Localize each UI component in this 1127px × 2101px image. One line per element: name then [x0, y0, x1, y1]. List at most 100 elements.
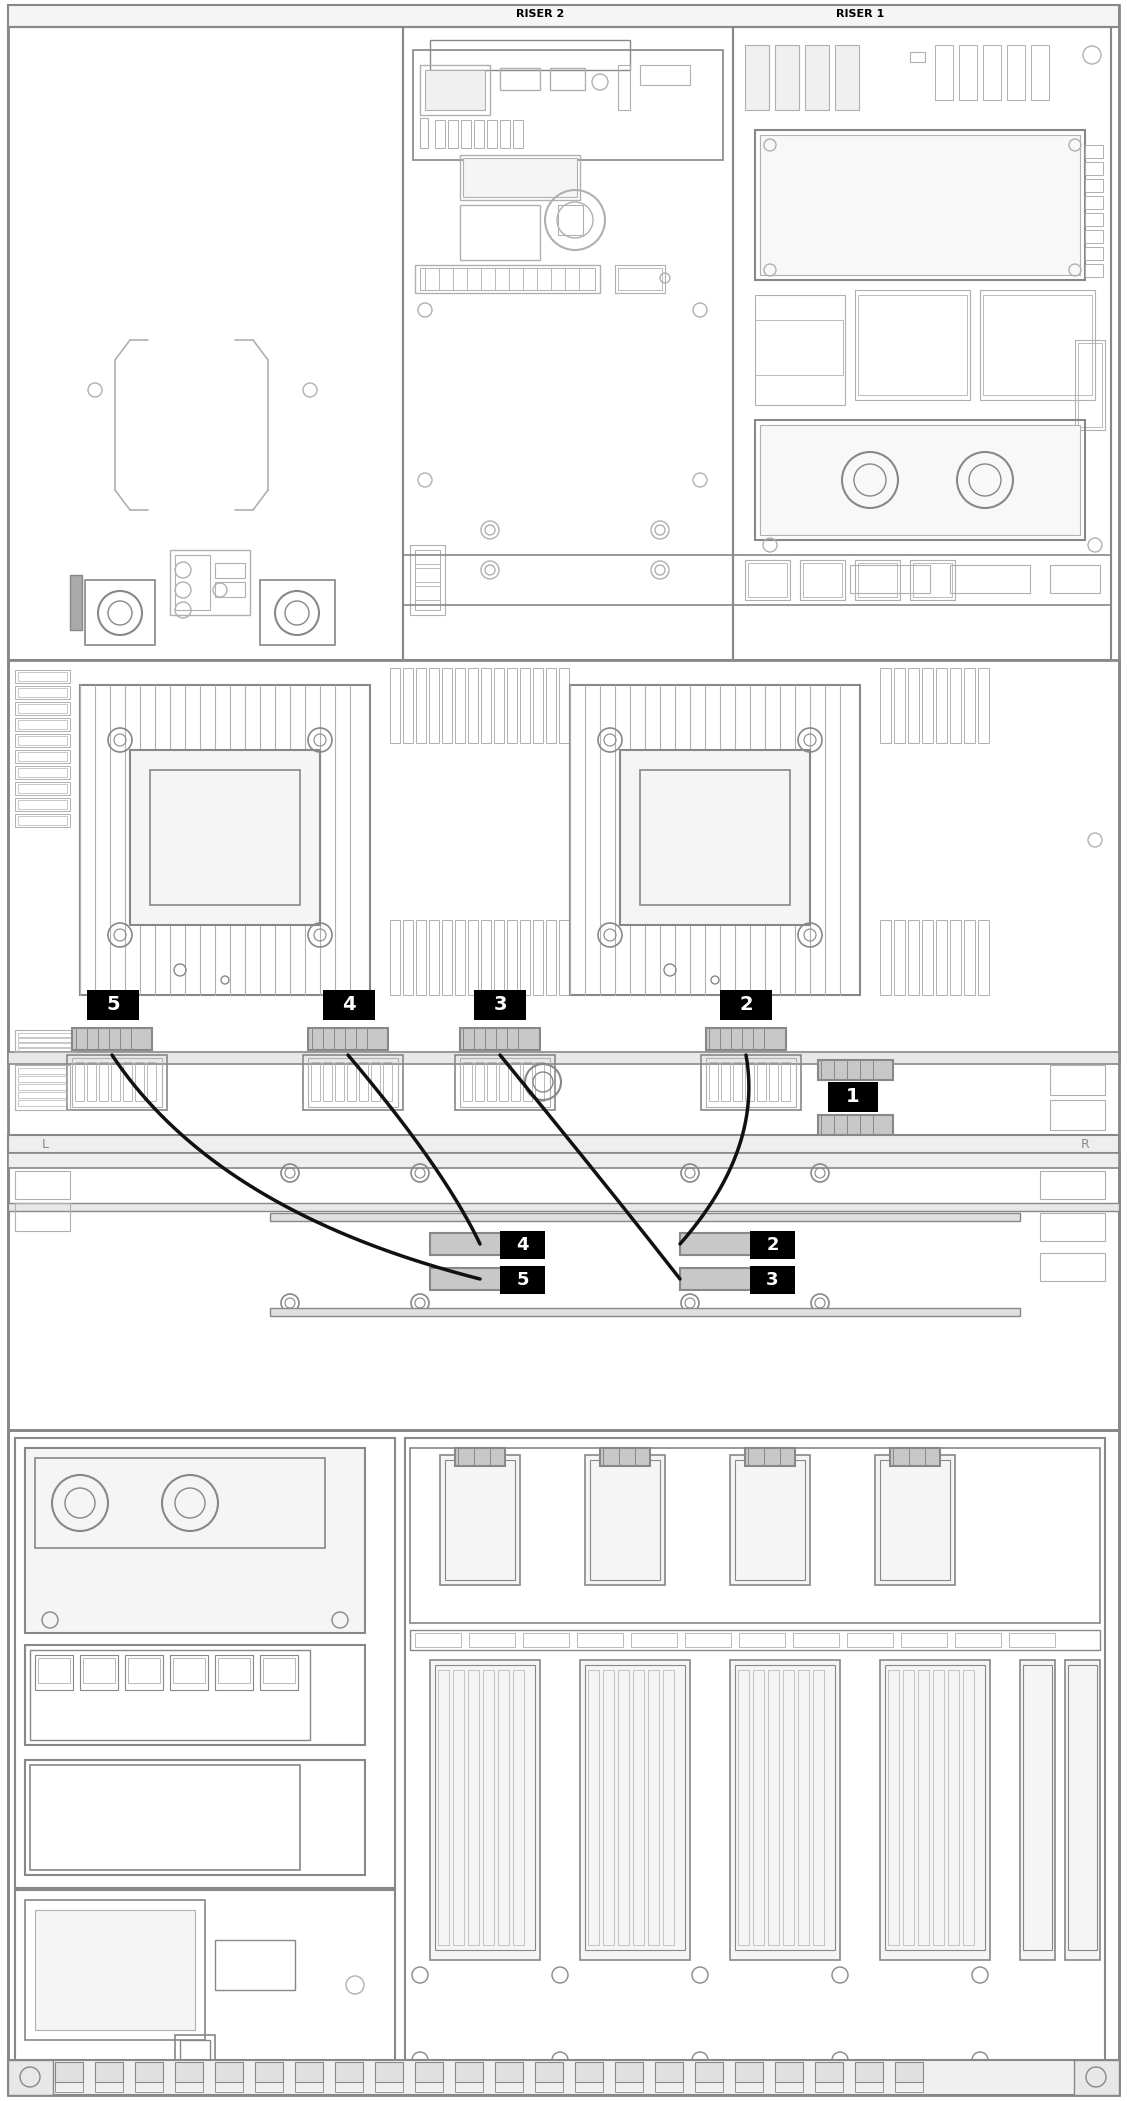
- Bar: [937, 920, 947, 996]
- Bar: [55, 2061, 83, 2082]
- Bar: [1085, 265, 1103, 277]
- Bar: [455, 1055, 554, 1109]
- Bar: [135, 2061, 163, 2082]
- Bar: [8, 1053, 1119, 1063]
- Bar: [483, 1670, 494, 1946]
- Bar: [435, 1664, 535, 1950]
- Bar: [15, 767, 70, 779]
- Bar: [415, 550, 440, 609]
- Bar: [85, 580, 156, 645]
- Bar: [545, 920, 556, 996]
- Bar: [735, 2061, 763, 2082]
- Bar: [769, 1061, 778, 1101]
- Bar: [295, 2082, 323, 2093]
- Bar: [15, 750, 70, 763]
- Text: L: L: [42, 1137, 48, 1151]
- Bar: [922, 920, 933, 996]
- Bar: [431, 1233, 530, 1254]
- Bar: [415, 586, 440, 601]
- Bar: [55, 2082, 83, 2093]
- Bar: [460, 1027, 540, 1050]
- Bar: [170, 1656, 208, 1689]
- Bar: [147, 1061, 156, 1101]
- Bar: [755, 420, 1085, 540]
- Bar: [591, 1460, 660, 1580]
- Bar: [913, 563, 952, 597]
- Bar: [15, 687, 70, 700]
- Bar: [535, 2061, 564, 2082]
- Bar: [425, 69, 485, 109]
- Text: R: R: [1081, 1137, 1090, 1151]
- Bar: [431, 1269, 530, 1290]
- Bar: [15, 813, 70, 828]
- Bar: [745, 1448, 795, 1466]
- Bar: [775, 2061, 804, 2082]
- Bar: [955, 1632, 1001, 1647]
- Bar: [895, 2082, 923, 2093]
- Bar: [1085, 145, 1103, 158]
- Bar: [655, 2061, 683, 2082]
- Bar: [18, 1042, 72, 1046]
- Bar: [128, 1658, 160, 1683]
- Bar: [403, 668, 412, 744]
- Bar: [760, 134, 1080, 275]
- Bar: [983, 44, 1001, 101]
- Bar: [487, 120, 497, 147]
- Bar: [570, 685, 860, 996]
- Bar: [83, 1658, 115, 1683]
- Bar: [680, 1233, 780, 1254]
- Bar: [18, 1038, 72, 1042]
- Bar: [720, 990, 772, 1019]
- Bar: [481, 920, 491, 996]
- Bar: [1074, 2059, 1119, 2095]
- Bar: [403, 920, 412, 996]
- Bar: [8, 2059, 53, 2095]
- Bar: [15, 702, 70, 714]
- Bar: [18, 1067, 66, 1074]
- Bar: [416, 668, 426, 744]
- Bar: [455, 920, 465, 996]
- Bar: [818, 1061, 893, 1080]
- Bar: [8, 660, 1119, 1061]
- Bar: [890, 1448, 940, 1466]
- Bar: [215, 2082, 243, 2093]
- Bar: [445, 1460, 515, 1580]
- Bar: [270, 1212, 1020, 1221]
- Bar: [455, 2082, 483, 2093]
- Bar: [110, 1061, 119, 1101]
- Bar: [175, 2061, 203, 2082]
- Bar: [25, 1761, 365, 1874]
- Text: 3: 3: [766, 1271, 779, 1290]
- Bar: [545, 668, 556, 744]
- Bar: [577, 1632, 623, 1647]
- Bar: [880, 1660, 990, 1960]
- Bar: [618, 65, 630, 109]
- Bar: [818, 1116, 893, 1135]
- Bar: [1050, 565, 1100, 592]
- Bar: [130, 750, 320, 924]
- Bar: [215, 2061, 243, 2082]
- Bar: [950, 668, 961, 744]
- Bar: [850, 565, 930, 592]
- Bar: [753, 1670, 764, 1946]
- Bar: [403, 555, 733, 605]
- Bar: [95, 2082, 123, 2093]
- Bar: [415, 567, 440, 582]
- Bar: [738, 1670, 749, 1946]
- Bar: [948, 1670, 959, 1946]
- Bar: [909, 561, 955, 601]
- Bar: [335, 2082, 363, 2093]
- Bar: [1085, 179, 1103, 191]
- Bar: [15, 1029, 76, 1053]
- Bar: [775, 2082, 804, 2093]
- Bar: [815, 2082, 843, 2093]
- Bar: [1023, 1664, 1051, 1950]
- Bar: [455, 1448, 505, 1466]
- Bar: [15, 733, 70, 748]
- Bar: [908, 668, 919, 744]
- Bar: [468, 920, 478, 996]
- Bar: [415, 265, 600, 292]
- Bar: [1040, 1252, 1104, 1282]
- Bar: [8, 1135, 1119, 1153]
- Bar: [757, 1061, 766, 1101]
